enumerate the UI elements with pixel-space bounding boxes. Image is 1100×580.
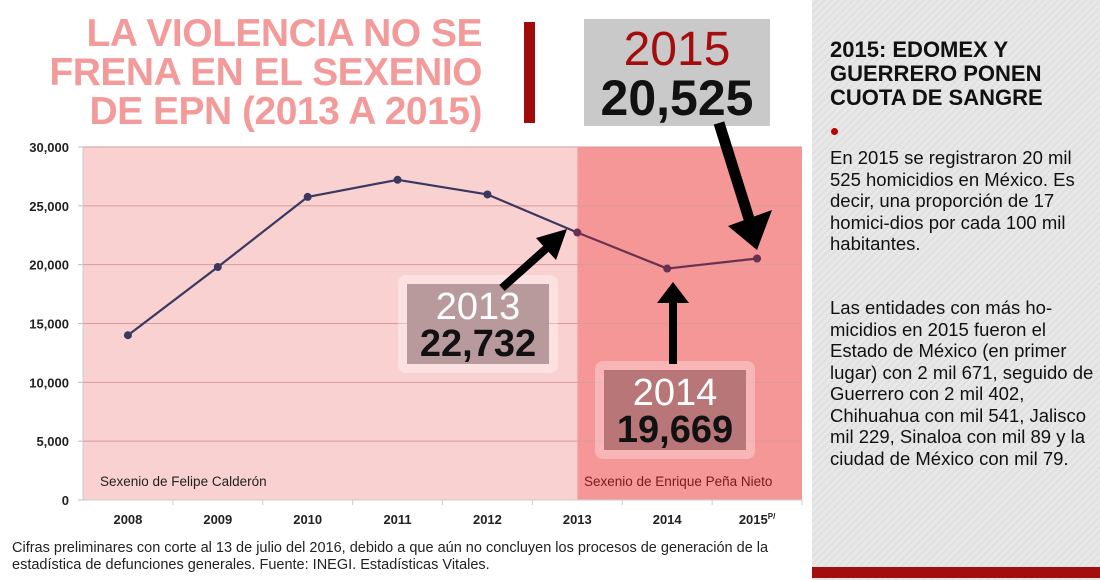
line-segment — [217, 196, 309, 268]
y-tick-label: 20,000 — [29, 258, 69, 273]
data-point — [573, 228, 582, 237]
x-tick-label: 2013 — [563, 512, 592, 527]
line-segment — [667, 257, 758, 270]
bullet-icon — [831, 128, 838, 135]
data-point — [753, 254, 762, 263]
title-line: FRENA EN EL SEXENIO — [49, 51, 482, 94]
callout-value: 22,732 — [419, 323, 537, 365]
accent-bar — [524, 22, 535, 123]
region-label: Sexenio de Enrique Peña Nieto — [584, 474, 772, 489]
sidebar-paragraph: Las entidades con más ho-micidios en 201… — [830, 297, 1094, 469]
callout-2013: 2013 22,732 — [398, 275, 558, 373]
bottom-accent-bar — [812, 567, 1100, 578]
y-tick-label: 0 — [62, 493, 69, 508]
callout-year: 2015 — [623, 23, 731, 76]
line-segment — [307, 178, 398, 199]
data-point — [213, 262, 222, 271]
data-point — [663, 264, 672, 273]
data-point — [483, 190, 492, 199]
x-tick-label: 2008 — [113, 512, 142, 527]
callout-year: 2014 — [632, 372, 718, 414]
footnote: Cifras preliminares con corte al 13 de j… — [12, 540, 769, 573]
sidebar: 2015: EDOMEX Y GUERRERO PONEN CUOTA DE S… — [812, 0, 1100, 580]
y-tick-label: 15,000 — [29, 317, 69, 332]
callout-value: 20,525 — [600, 70, 754, 126]
title-line: DE EPN (2013 A 2015) — [89, 90, 483, 133]
y-tick-label: 30,000 — [29, 140, 69, 155]
sidebar-paragraph: En 2015 se registraron 20 mil 525 homici… — [830, 147, 1075, 254]
title-line: LA VIOLENCIA NO SE — [86, 12, 483, 55]
data-point — [123, 331, 132, 340]
region-label: Sexenio de Felipe Calderón — [100, 474, 267, 489]
infographic-title: LA VIOLENCIA NO SE FRENA EN EL SEXENIO D… — [30, 14, 482, 131]
line-segment — [576, 231, 668, 270]
x-tick-label: 2014 — [653, 512, 683, 527]
y-tick-label: 25,000 — [29, 199, 69, 214]
x-tick-label: 2012 — [473, 512, 502, 527]
line-segment — [397, 178, 488, 196]
x-tick-label: 2011 — [383, 512, 411, 527]
x-tick-label: 2010 — [293, 512, 322, 527]
callout-2015: 2015 20,525 — [584, 19, 770, 126]
line-segment — [487, 193, 578, 234]
data-point — [393, 175, 402, 184]
x-tick-label: 2015P/ — [739, 512, 776, 527]
sidebar-heading: 2015: EDOMEX Y GUERRERO PONEN CUOTA DE S… — [830, 37, 1043, 110]
x-tick-label: 2009 — [203, 512, 232, 527]
callout-value: 19,669 — [616, 409, 734, 451]
y-tick-label: 5,000 — [36, 434, 69, 449]
y-tick-label: 10,000 — [29, 375, 69, 390]
callout-2014: 2014 19,669 — [595, 361, 755, 459]
callout-year: 2013 — [435, 286, 521, 328]
data-point — [303, 192, 312, 201]
line-segment — [127, 266, 219, 337]
